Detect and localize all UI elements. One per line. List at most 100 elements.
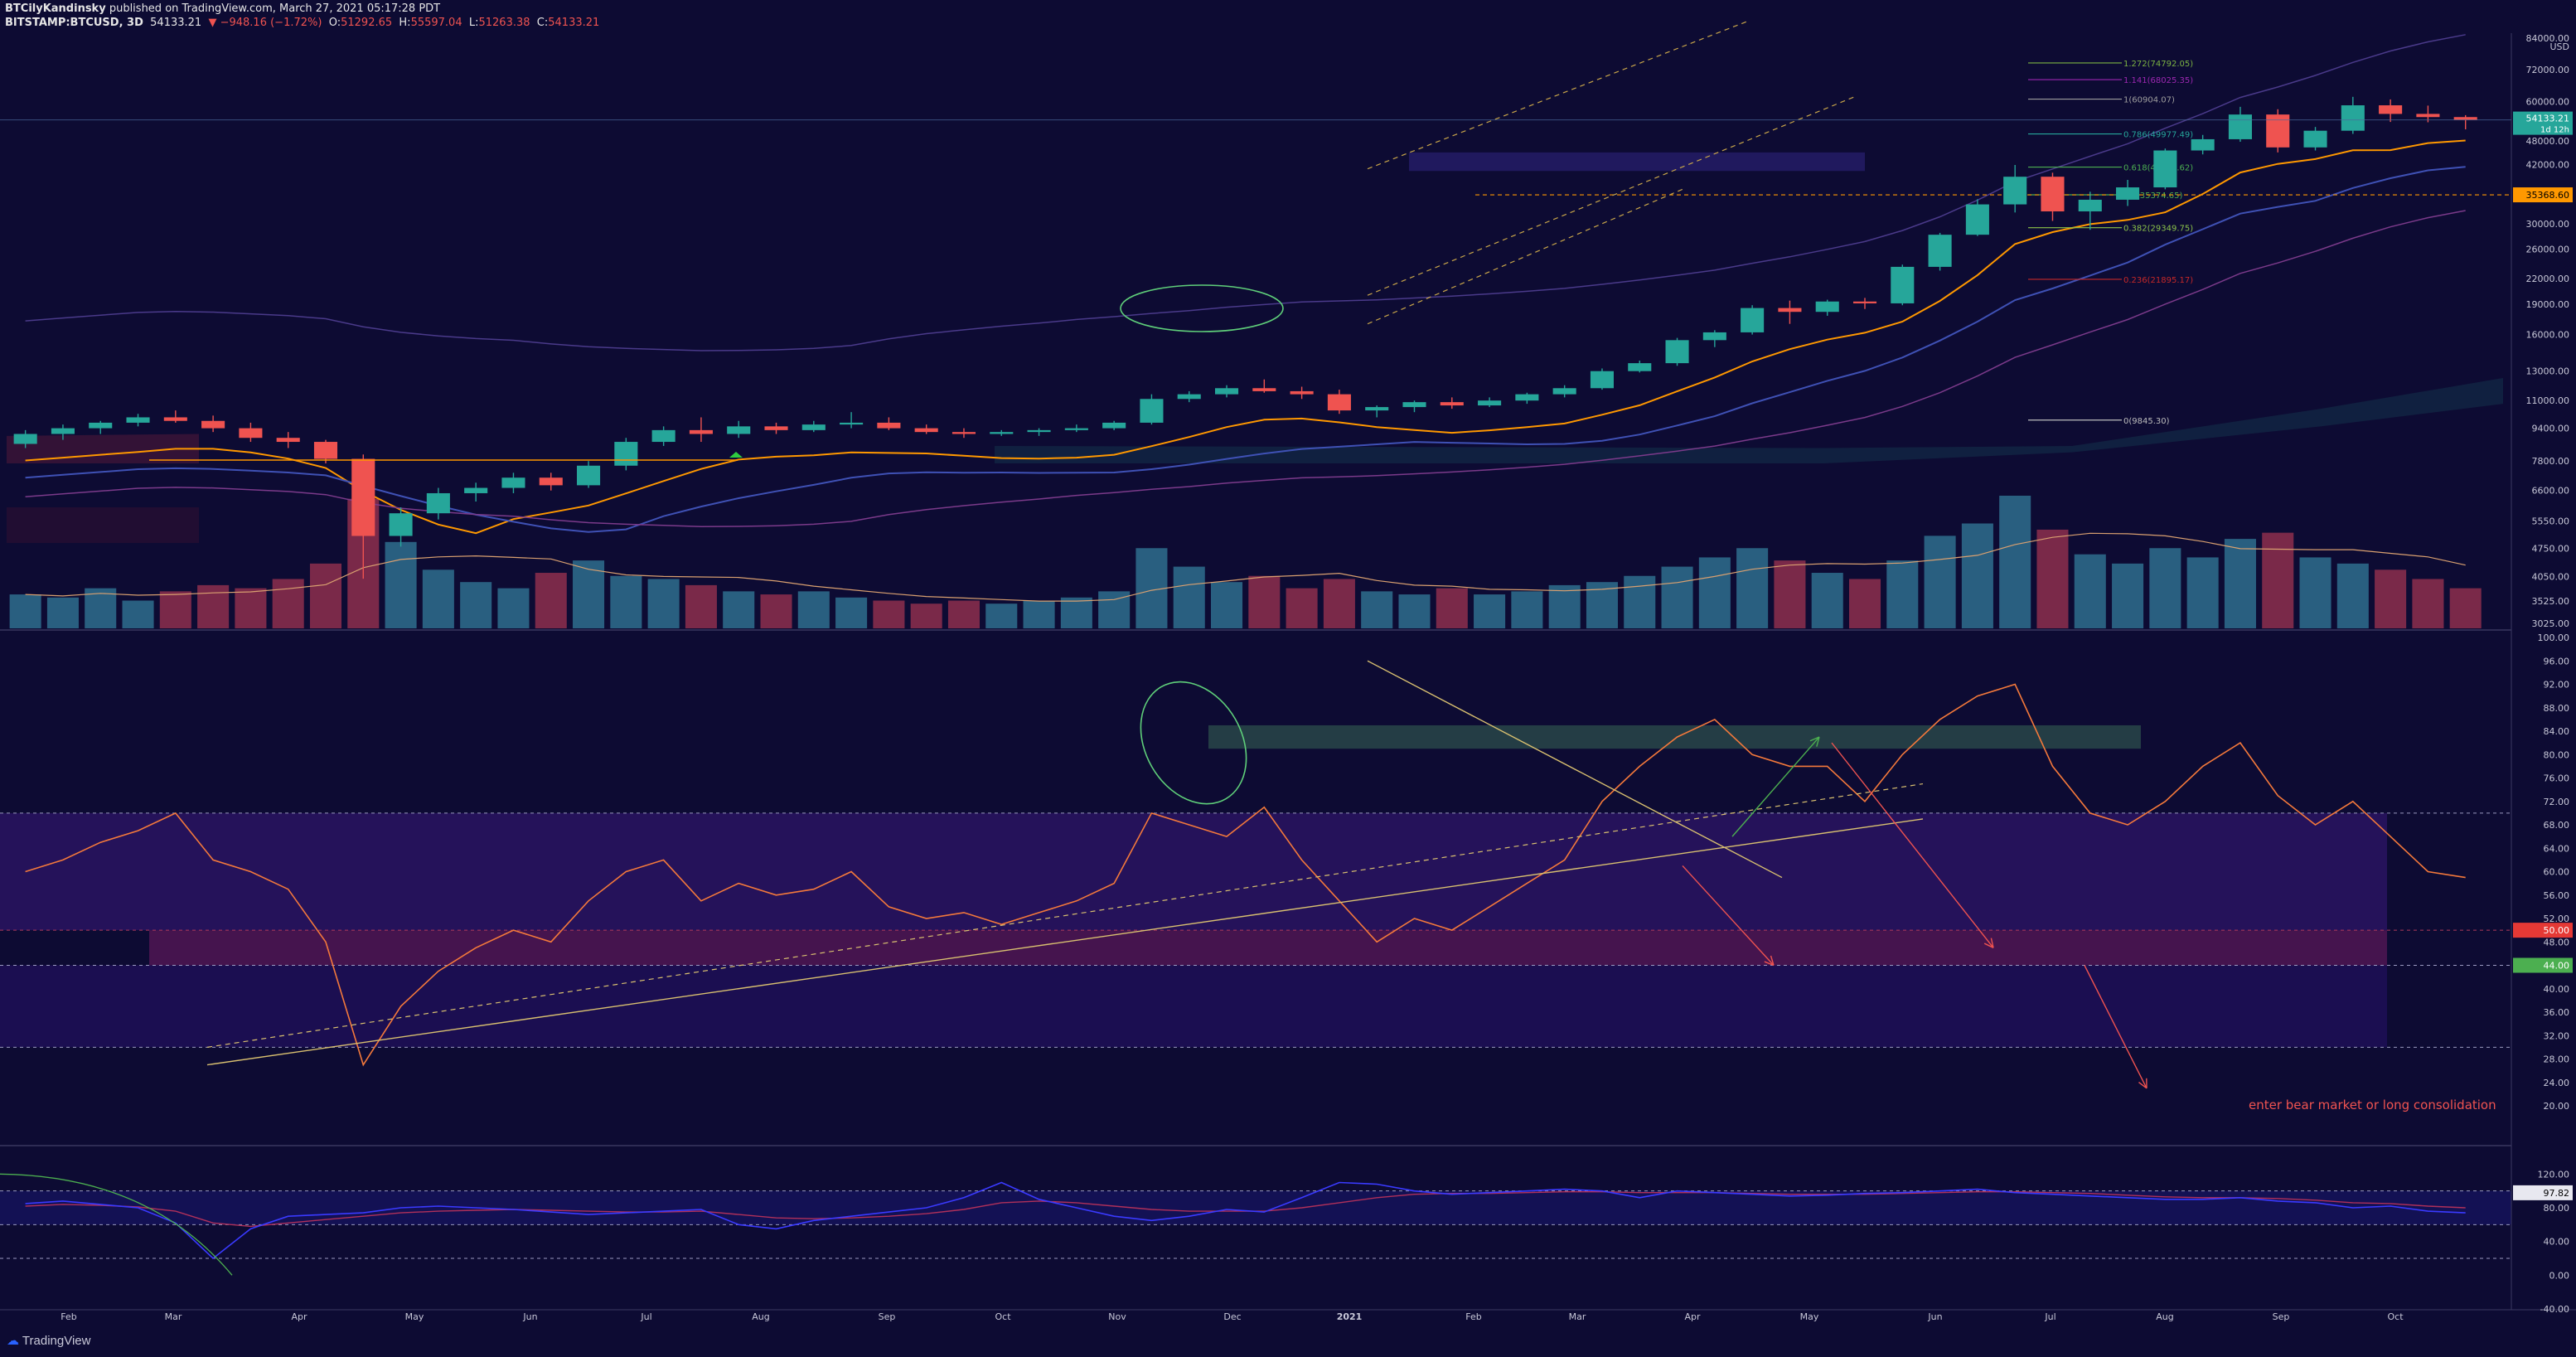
time-tick-label: Jun xyxy=(1927,1311,1942,1322)
candle-body xyxy=(351,458,375,536)
rsi-badge-50-text: 50.00 xyxy=(2544,925,2570,936)
rsi-trendline xyxy=(206,818,1924,1066)
fib-label: 0.382(29349.75) xyxy=(2123,225,2193,234)
volume-bar xyxy=(1736,548,1769,628)
price-tick-label: 7800.00 xyxy=(2532,456,2570,467)
volume-bar xyxy=(2336,563,2369,628)
candle-body xyxy=(2116,187,2140,200)
time-tick-label: Apr xyxy=(291,1311,307,1322)
volume-bar xyxy=(2036,529,2069,628)
volume-bar xyxy=(1624,575,1656,628)
candle-body xyxy=(1327,394,1351,411)
down-arrow-icon: ▼ xyxy=(208,17,217,29)
time-tick-label: Feb xyxy=(1465,1311,1481,1322)
volume-bar xyxy=(1698,557,1731,628)
volume-bar xyxy=(873,600,905,628)
volume-bar xyxy=(535,573,567,628)
candle-body xyxy=(614,442,638,466)
volume-bar xyxy=(1474,594,1506,628)
tradingview-logo[interactable]: ☁ TradingView xyxy=(7,1333,90,1348)
volume-bar xyxy=(1023,600,1055,628)
rsi-tick-label: 76.00 xyxy=(2544,773,2570,784)
rsi-tick-label: 80.00 xyxy=(2544,749,2570,760)
price-tick-label: 30000.00 xyxy=(2526,219,2570,230)
ema-line xyxy=(25,210,2466,527)
time-tick-label: Jul xyxy=(2044,1311,2055,1322)
time-tick-label: 2021 xyxy=(1337,1311,1363,1322)
open-value: 51292.65 xyxy=(341,17,393,29)
candle-body xyxy=(1177,394,1201,400)
publish-text: published on TradingView.com, March 27, … xyxy=(109,2,441,15)
currency-label: USD xyxy=(2549,41,2569,52)
projection-arrow-head xyxy=(2138,1078,2147,1089)
candle-body xyxy=(163,417,187,421)
rsi-tick-label: 48.00 xyxy=(2544,937,2570,947)
author-name[interactable]: BTCilyKandinsky xyxy=(5,2,106,15)
volume-bar xyxy=(2074,554,2106,628)
rsi-tick-label: 96.00 xyxy=(2544,656,2570,666)
time-tick-label: Sep xyxy=(2273,1311,2290,1322)
candle-body xyxy=(689,429,713,434)
rsi-tick-label: 56.00 xyxy=(2544,890,2570,901)
candle-body xyxy=(1778,308,1802,313)
fib-label: 1(60904.07) xyxy=(2123,96,2175,105)
volume-bar xyxy=(1286,588,1318,628)
volume-bar xyxy=(1774,560,1806,628)
candle-body xyxy=(2228,114,2252,139)
time-tick-label: Oct xyxy=(2387,1311,2404,1322)
volume-bar xyxy=(2224,539,2256,628)
projection-arrow xyxy=(1682,865,1775,966)
time-tick-label: May xyxy=(405,1311,424,1322)
zone-box xyxy=(1409,152,1865,172)
osc-tick-label: 0.00 xyxy=(2549,1270,2570,1281)
price-tick-label: 11000.00 xyxy=(2526,395,2570,406)
volume-bar xyxy=(2375,569,2407,628)
highlight-ellipse xyxy=(1140,681,1247,805)
volume-bar xyxy=(1173,566,1205,628)
time-tick-label: Nov xyxy=(1108,1311,1126,1322)
projection-arrow-head xyxy=(1983,938,1994,948)
rsi-tick-label: 88.00 xyxy=(2544,703,2570,714)
candle-body xyxy=(1515,394,1539,401)
volume-bar xyxy=(723,591,755,628)
candle-body xyxy=(2341,105,2365,131)
candle-body xyxy=(1102,422,1126,429)
candle-body xyxy=(1140,399,1164,423)
high-value: 55597.04 xyxy=(410,17,462,29)
ichimoku-cloud xyxy=(7,378,2503,544)
open-label: O: xyxy=(328,17,341,29)
time-tick-label: Aug xyxy=(2156,1311,2173,1322)
volume-bar xyxy=(1924,536,1956,628)
candle-body xyxy=(1252,388,1276,391)
osc-tick-label: 40.00 xyxy=(2544,1237,2570,1248)
price-tick-label: 72000.00 xyxy=(2526,65,2570,75)
resistance-box xyxy=(1208,725,2141,749)
channel-line xyxy=(1367,188,1683,325)
fib-label: 0.236(21895.17) xyxy=(2123,276,2193,285)
rsi-tick-label: 32.00 xyxy=(2544,1030,2570,1041)
time-tick-label: Sep xyxy=(879,1311,896,1322)
candle-body xyxy=(2153,150,2177,188)
level-badge-text: 35368.60 xyxy=(2526,190,2570,201)
rsi-downtrend xyxy=(1367,660,1783,879)
candle-body xyxy=(464,487,488,493)
osc-tick-label: 80.00 xyxy=(2544,1203,2570,1214)
candle-body xyxy=(501,477,525,488)
candle-body xyxy=(577,465,601,486)
candle-body xyxy=(2003,177,2027,205)
ema-line xyxy=(25,139,2466,535)
price-tick-label: 60000.00 xyxy=(2526,97,2570,108)
volume-bar xyxy=(1999,496,2031,628)
candle-body xyxy=(2191,138,2215,151)
projection-arrow-head xyxy=(1809,736,1820,747)
volume-bar xyxy=(647,579,680,628)
candle-body xyxy=(426,492,450,514)
volume-bar xyxy=(610,575,642,628)
price-tick-label: 6600.00 xyxy=(2532,486,2570,497)
symbol-name[interactable]: BITSTAMP:BTCUSD, 3D xyxy=(5,17,143,29)
candle-body xyxy=(1365,407,1389,411)
candle-body xyxy=(1290,390,1314,395)
rsi-tick-label: 72.00 xyxy=(2544,797,2570,807)
rsi-tick-label: 52.00 xyxy=(2544,914,2570,924)
